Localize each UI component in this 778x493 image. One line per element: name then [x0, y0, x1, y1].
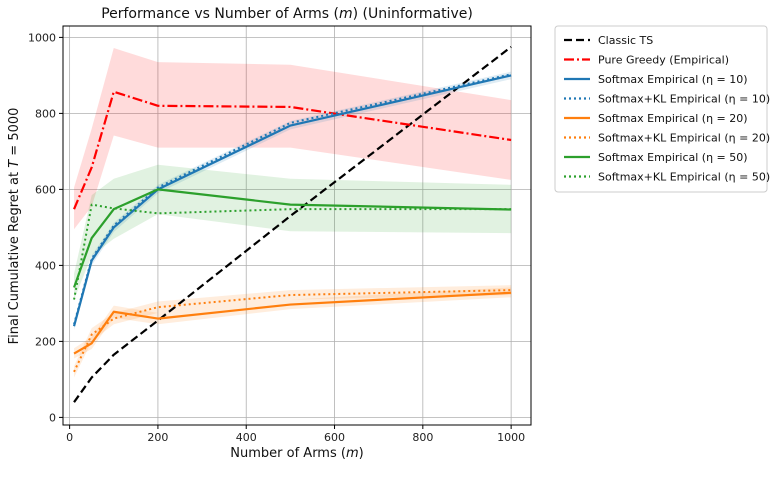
x-tick-label: 400 — [236, 431, 257, 444]
series-line — [73, 73, 512, 325]
legend-label: Softmax+KL Empirical (η = 10) — [598, 93, 770, 106]
legend-frame — [554, 25, 768, 193]
y-tick-label: 1000 — [28, 31, 56, 44]
y-axis-ticks: 0 200 400 600 800 1000 — [28, 31, 63, 424]
grid — [63, 26, 531, 425]
legend-label: Pure Greedy (Empirical) — [598, 54, 729, 67]
confidence-band — [74, 48, 512, 230]
confidence-band — [74, 285, 512, 378]
series-line — [72, 74, 512, 327]
legend-label: Softmax+KL Empirical (η = 50) — [598, 171, 770, 184]
x-axis-ticks: 0 200 400 600 800 1000 — [66, 425, 525, 444]
x-tick-label: 0 — [66, 431, 73, 444]
series-lines — [72, 46, 512, 403]
y-tick-label: 800 — [35, 107, 56, 120]
x-tick-label: 1000 — [497, 431, 525, 444]
plot-frame — [62, 25, 532, 426]
y-tick-label: 600 — [35, 183, 56, 196]
chart-title: Performance vs Number of Arms (m) (Uninf… — [101, 6, 473, 22]
series-line — [73, 90, 512, 210]
legend: Classic TS Pure Greedy (Empirical) Softmax… — [554, 25, 770, 193]
legend-label: Softmax Empirical (η = 20) — [598, 112, 748, 125]
x-tick-label: 200 — [147, 431, 168, 444]
y-tick-label: 200 — [35, 335, 56, 348]
series-line — [73, 46, 512, 403]
series-line — [73, 291, 512, 355]
x-axis-label: Number of Arms (m) — [230, 446, 363, 461]
series-line — [73, 289, 512, 373]
y-axis-label: Final Cumulative Regret at T = 5000 — [7, 108, 22, 345]
series-line — [73, 203, 512, 300]
series-line — [73, 188, 512, 288]
legend-label: Softmax Empirical (η = 50) — [598, 151, 748, 164]
legend-label: Softmax+KL Empirical (η = 20) — [598, 132, 770, 145]
confidence-band — [74, 164, 512, 300]
legend-label: Classic TS — [598, 34, 653, 47]
legend-label: Softmax Empirical (η = 10) — [598, 73, 748, 86]
y-tick-label: 400 — [35, 259, 56, 272]
y-tick-label: 0 — [49, 411, 56, 424]
x-tick-label: 800 — [412, 431, 433, 444]
x-tick-label: 600 — [324, 431, 345, 444]
